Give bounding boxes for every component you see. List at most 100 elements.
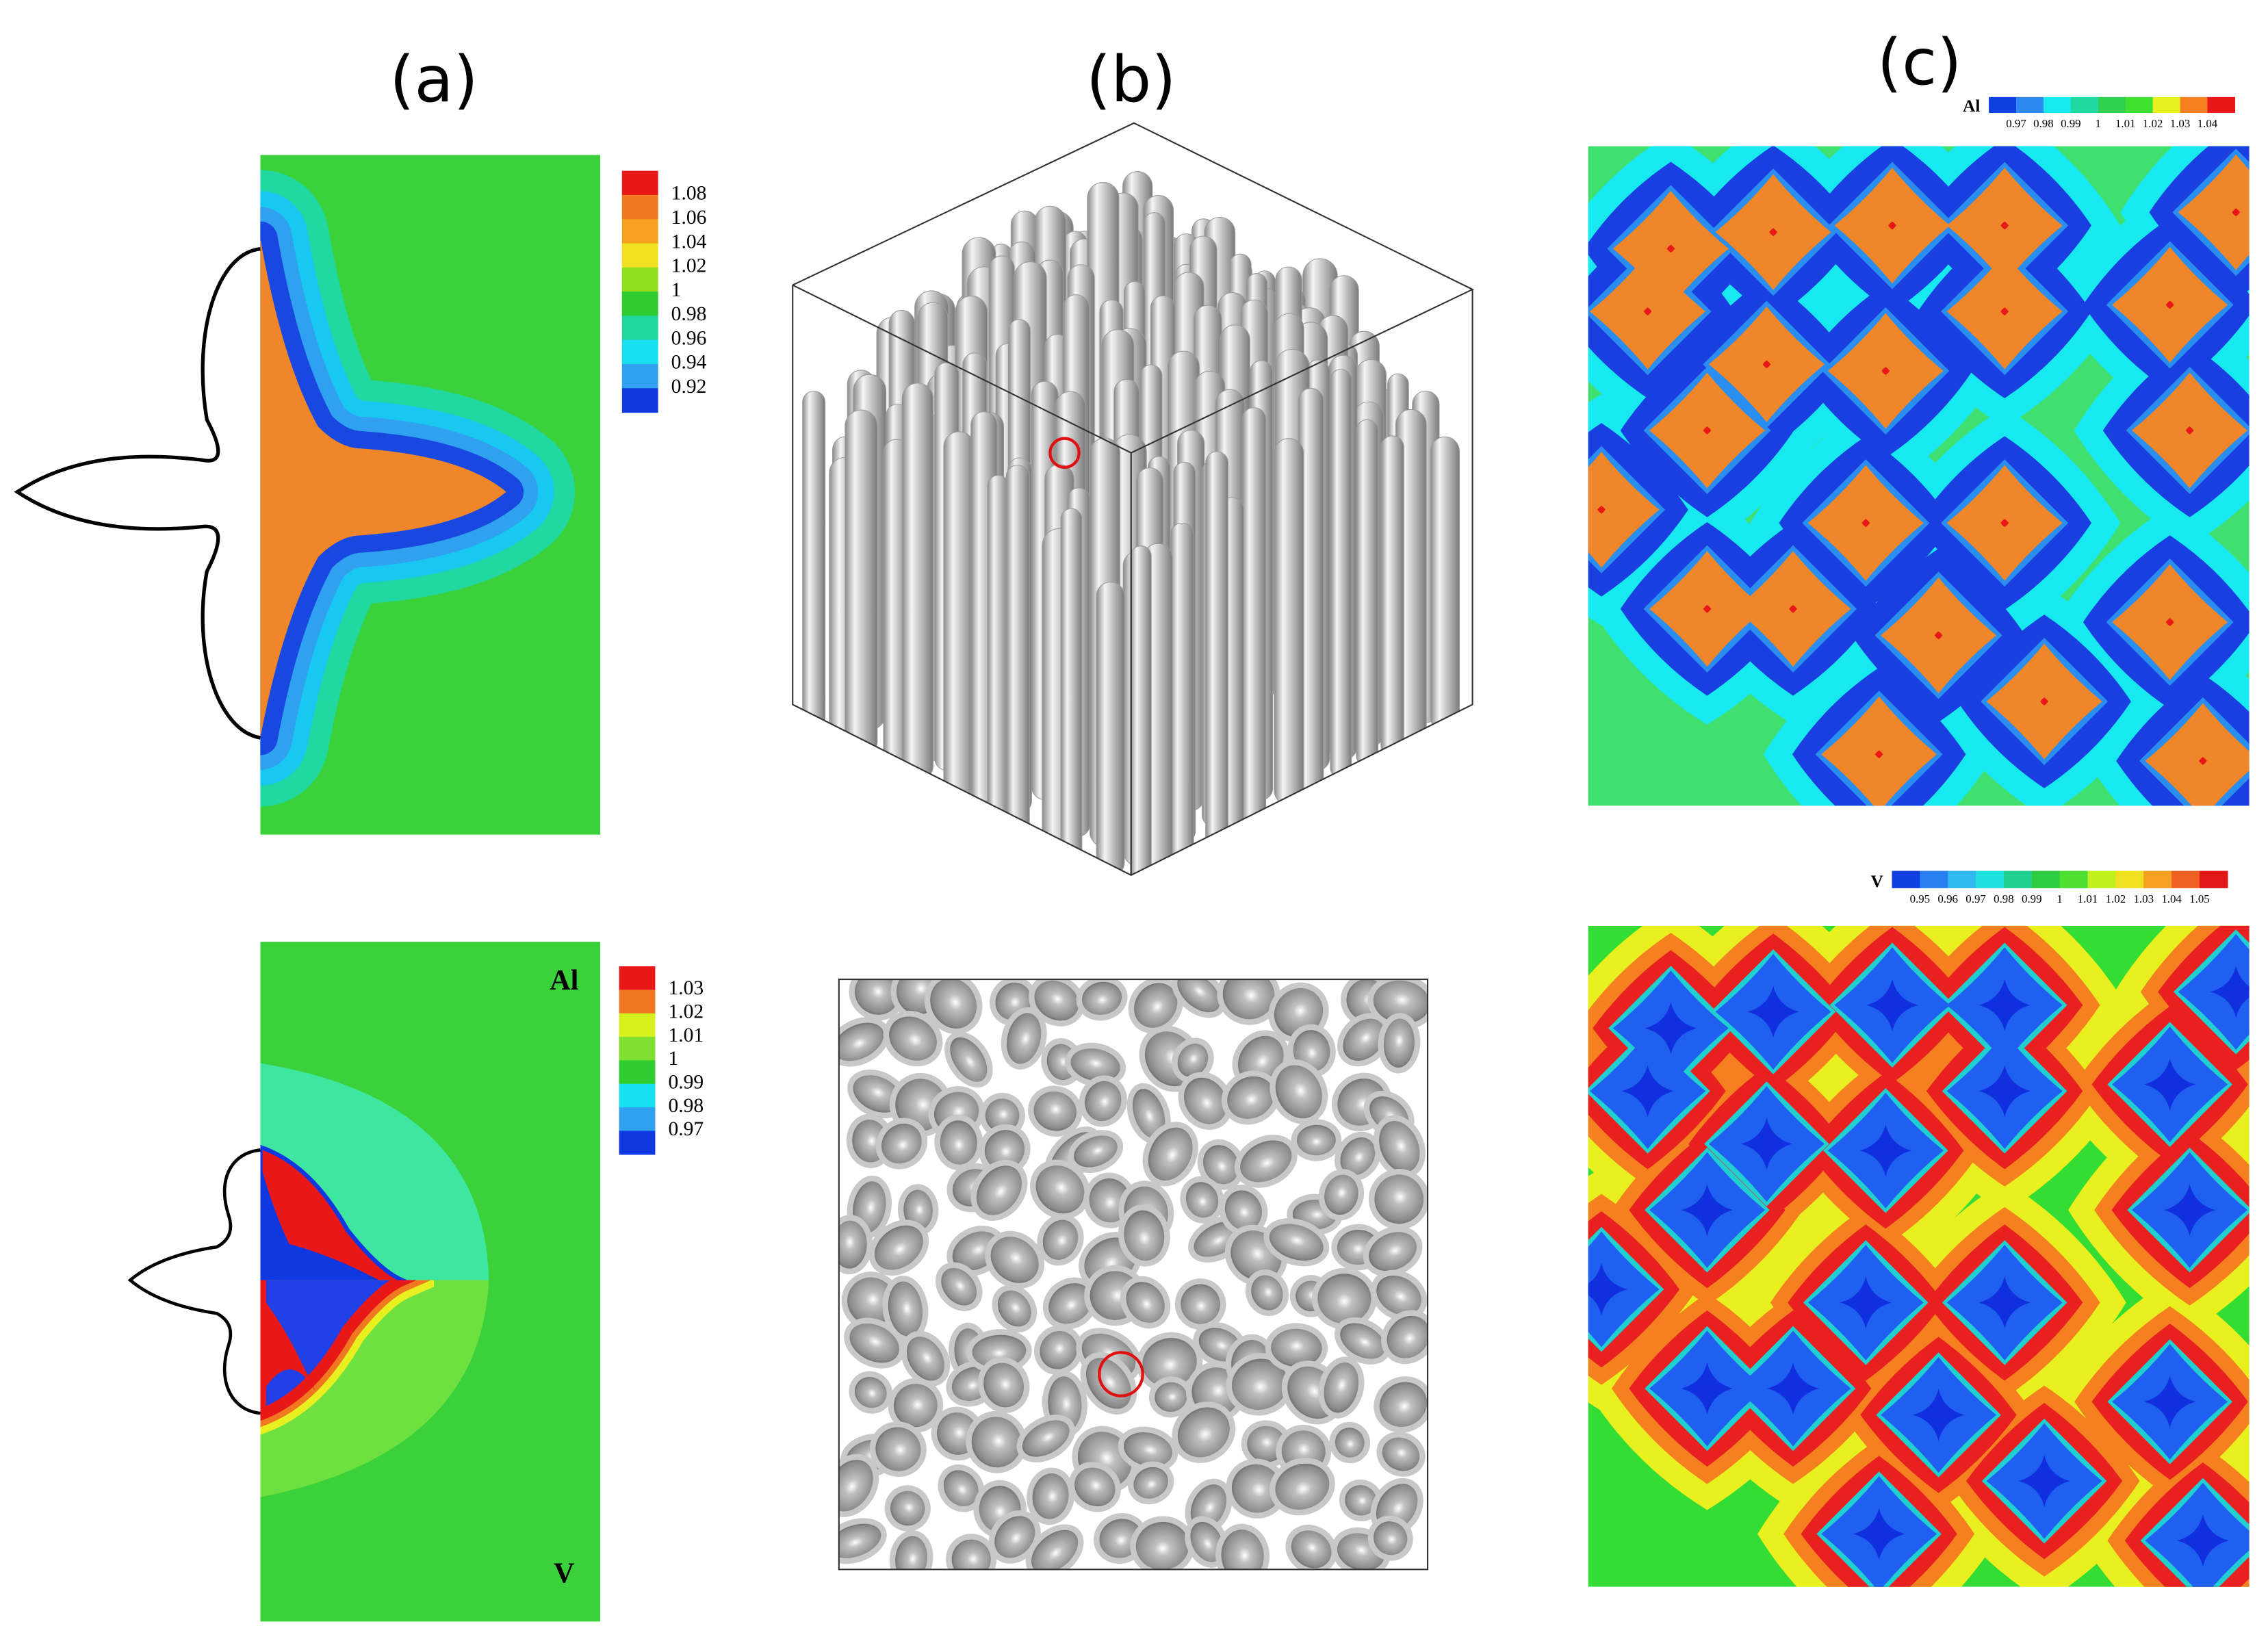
- colorbar-label: 1.03: [2133, 892, 2154, 905]
- colorbar-label: 1.04: [671, 231, 707, 253]
- dendrite-tip: [1074, 1467, 1116, 1507]
- dendrite-column: [1205, 451, 1228, 851]
- contour-band: [1874, 750, 1883, 759]
- dendrite-tip: [1343, 1018, 1386, 1061]
- colorbar-swatch: [1976, 870, 2005, 888]
- colorbar-swatch: [621, 388, 658, 413]
- dendrite-column: [1356, 419, 1379, 767]
- contour-band: [1703, 426, 1712, 435]
- colorbar-label: 1.02: [668, 1001, 704, 1022]
- contour-band: [1588, 1263, 1628, 1316]
- contour-band: [1769, 228, 1778, 237]
- dendrite-tip: [1379, 1382, 1428, 1428]
- dendrite-tip: [1335, 1428, 1365, 1458]
- cross-section-v: [1588, 925, 2250, 1587]
- contour-band: [1767, 1362, 1820, 1415]
- dendrite-tip: [1007, 1013, 1042, 1064]
- contour-band: [1859, 1124, 1912, 1177]
- dendrite-tip: [1124, 1432, 1173, 1467]
- dendrite-tip: [940, 1120, 977, 1165]
- bounding-box: [792, 122, 1474, 877]
- dendrite-tip: [1324, 1174, 1358, 1215]
- dendrite-tip: [1048, 1283, 1092, 1324]
- colorbar-label: 0.99: [668, 1072, 704, 1094]
- dendrite-tip: [1032, 1473, 1069, 1519]
- dendrite-tip: [1070, 1048, 1120, 1081]
- contour-band: [2198, 757, 2207, 765]
- dendrite-tip: [1155, 1382, 1187, 1412]
- contour-band: [1645, 1002, 1697, 1055]
- contour-band: [1740, 1118, 1793, 1170]
- dendrite-tip: [1251, 1275, 1283, 1311]
- dendrite-tip: [976, 1165, 1022, 1215]
- dendrite-tip: [1184, 1077, 1227, 1124]
- dendrite-tip: [1022, 1420, 1070, 1457]
- colorbars: 1.081.061.041.0210.980.960.940.921.031.0…: [619, 96, 2236, 1155]
- colorbar-label: 1.01: [668, 1024, 704, 1046]
- dendrite-tip: [1224, 1190, 1262, 1230]
- colorbar-label: 1.04: [2198, 117, 2218, 130]
- panel-label: (c): [1877, 25, 1962, 99]
- dendrite-tip: [1222, 979, 1275, 1020]
- colorbar-swatch: [619, 1131, 656, 1155]
- contour-band: [2145, 703, 2250, 806]
- colorbar-label: 0.97: [2006, 117, 2026, 130]
- colorbar-swatch: [2087, 870, 2117, 888]
- dendrite-tip: [1382, 1437, 1420, 1471]
- colorbar-label: 0.99: [2022, 892, 2042, 905]
- contour-band: [1666, 244, 1675, 253]
- dendrite-column: [943, 431, 975, 799]
- colorbar-label: 1.01: [2115, 117, 2136, 130]
- dendrite-tip: [1324, 1362, 1359, 1413]
- dendrite-column: [1005, 465, 1030, 838]
- dendrite-tip: [838, 1022, 884, 1061]
- isosurface-3d: [802, 171, 1460, 875]
- dendrite-tip: [1271, 1328, 1322, 1367]
- colorbar-swatch: [2125, 96, 2154, 114]
- dendrite-tip: [1132, 1089, 1165, 1139]
- dendrite-tip: [1231, 1358, 1288, 1410]
- colorbar-label: 0.99: [2061, 117, 2081, 130]
- colorbar-label: 1.01: [2078, 892, 2098, 905]
- dendrite-tip: [1376, 1276, 1421, 1315]
- dendrite-tip: [1374, 1174, 1424, 1224]
- dendrite-outline: [14, 247, 261, 740]
- contour-band: [2143, 1058, 2196, 1111]
- dendrite-tip: [1177, 1043, 1209, 1077]
- colorbar-swatch: [619, 966, 656, 991]
- colorbar-swatch: [2115, 870, 2144, 888]
- colorbar-swatch: [2207, 96, 2236, 114]
- contour-band: [2018, 1455, 2071, 1508]
- dendrite-tip: [1275, 1065, 1322, 1119]
- colorbar-swatch: [2143, 870, 2172, 888]
- dendrite-tip: [1133, 1467, 1168, 1499]
- dendrite-tip: [994, 1516, 1035, 1558]
- colorbar-title: Al: [1963, 96, 1980, 116]
- colorbar-swatch: [1948, 870, 1976, 888]
- dendrite-tip: [1181, 1284, 1220, 1324]
- contour-band: [1934, 631, 1943, 640]
- colorbar-title: V: [1870, 872, 1883, 891]
- dendrite-tip: [875, 1427, 921, 1471]
- dendrite-tip: [1190, 1521, 1224, 1562]
- element-label: Al: [550, 964, 579, 996]
- dendrite-tip: [888, 1281, 923, 1337]
- colorbar-label: 1: [668, 1048, 678, 1070]
- dendrite-tip: [1240, 1140, 1292, 1183]
- dendrite-tip: [903, 1189, 933, 1230]
- dendrite-tip: [853, 1075, 902, 1113]
- dendrite-tip: [849, 1323, 899, 1363]
- colorbar-swatch: [1892, 870, 1920, 888]
- dendrite-tip: [1297, 1124, 1336, 1156]
- panel-label: (a): [389, 42, 478, 116]
- colorbar-swatch: [2098, 96, 2126, 114]
- dendrite-column: [1130, 545, 1152, 875]
- contour-band: [1979, 979, 2031, 1031]
- dendrite-tip: [1387, 1315, 1428, 1358]
- dendrite-column: [987, 475, 1009, 825]
- dendrite-core: [260, 238, 506, 738]
- dendrite-tip: [890, 1490, 925, 1526]
- colorbar-label: 1.03: [2170, 117, 2191, 130]
- dendrite-tip: [1369, 1232, 1417, 1272]
